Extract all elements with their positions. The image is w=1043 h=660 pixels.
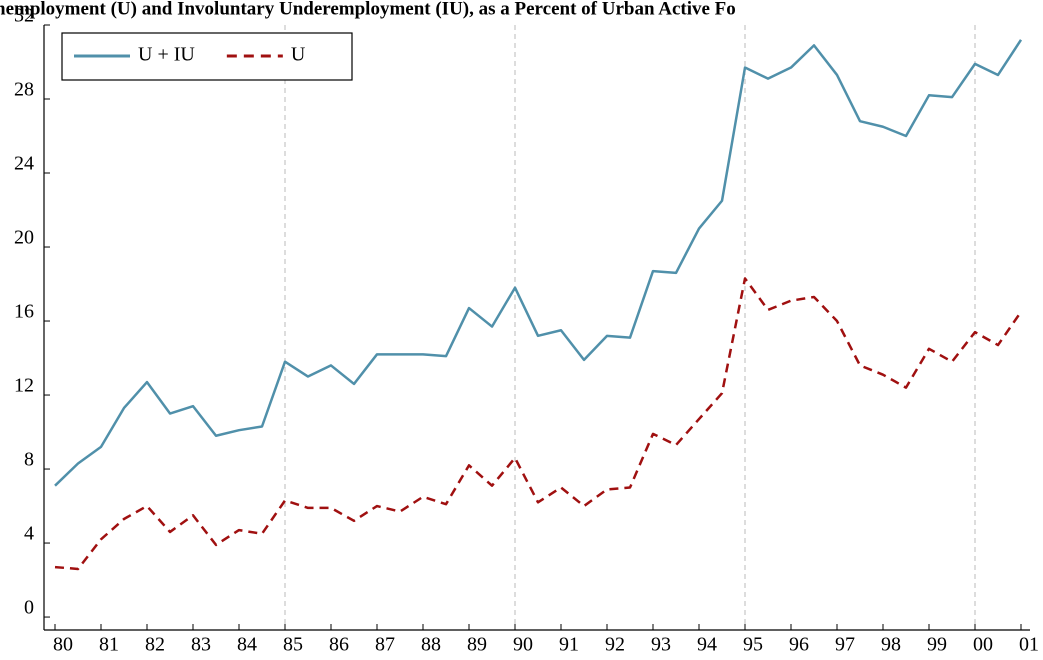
- x-tick-label: 82: [145, 634, 165, 656]
- series-line: [54, 277, 1023, 571]
- x-tick-label: 84: [237, 634, 257, 656]
- x-tick-label: 83: [191, 634, 211, 656]
- x-tick-label: 81: [99, 634, 119, 656]
- y-tick-label: 4: [24, 523, 34, 545]
- x-tick-label: 94: [697, 634, 717, 656]
- x-tick-label: 85: [283, 634, 303, 656]
- x-tick-label: 88: [421, 634, 441, 656]
- x-tick-label: 93: [651, 634, 671, 656]
- y-tick-label: 24: [14, 153, 34, 175]
- x-tick-label: 99: [927, 634, 947, 656]
- x-tick-label: 89: [467, 634, 487, 656]
- y-tick-label: 20: [14, 227, 34, 249]
- x-tick-label: 80: [53, 634, 73, 656]
- legend-label: U: [291, 44, 306, 66]
- legend-label: U + IU: [138, 44, 195, 66]
- y-tick-label: 0: [24, 597, 34, 619]
- x-tick-label: 91: [559, 634, 579, 656]
- y-tick-label: 28: [14, 79, 34, 101]
- y-tick-label: 12: [14, 375, 34, 397]
- x-tick-label: 97: [835, 634, 855, 656]
- chart-title: nemployment (U) and Involuntary Underemp…: [0, 0, 736, 19]
- x-tick-label: 92: [605, 634, 625, 656]
- x-tick-label: 96: [789, 634, 809, 656]
- x-tick-label: 86: [329, 634, 349, 656]
- x-tick-label: 95: [743, 634, 763, 656]
- x-tick-label: 90: [513, 634, 533, 656]
- x-tick-label: 00: [973, 634, 993, 656]
- x-tick-label: 01: [1019, 634, 1039, 656]
- y-tick-label: 32: [14, 5, 34, 27]
- series-line: [54, 39, 1023, 487]
- y-tick-label: 16: [14, 301, 34, 323]
- x-tick-label: 98: [881, 634, 901, 656]
- y-tick-label: 8: [24, 449, 34, 471]
- x-tick-label: 87: [375, 634, 395, 656]
